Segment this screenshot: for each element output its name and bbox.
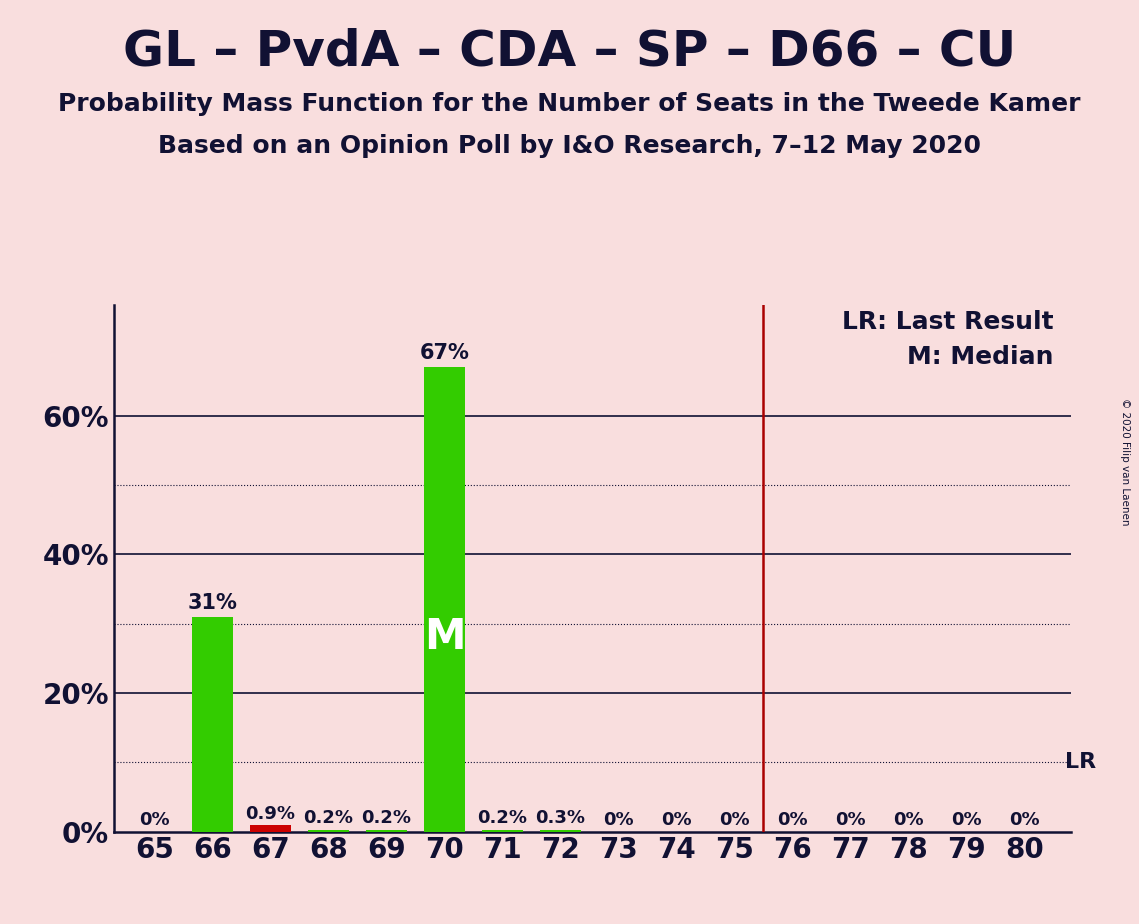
Text: 0%: 0% bbox=[603, 811, 633, 829]
Text: 0.9%: 0.9% bbox=[246, 805, 295, 822]
Text: © 2020 Filip van Laenen: © 2020 Filip van Laenen bbox=[1121, 398, 1130, 526]
Text: 0%: 0% bbox=[835, 811, 866, 829]
Text: LR: LR bbox=[1065, 752, 1096, 772]
Bar bbox=[482, 830, 523, 832]
Bar bbox=[424, 367, 465, 832]
Text: 67%: 67% bbox=[419, 343, 469, 363]
Text: 0%: 0% bbox=[139, 811, 170, 829]
Text: M: M bbox=[424, 615, 465, 658]
Bar bbox=[540, 830, 581, 832]
Text: 0.3%: 0.3% bbox=[535, 808, 585, 827]
Text: LR: Last Result: LR: Last Result bbox=[842, 310, 1054, 334]
Text: Probability Mass Function for the Number of Seats in the Tweede Kamer: Probability Mass Function for the Number… bbox=[58, 92, 1081, 116]
Text: 0%: 0% bbox=[661, 811, 691, 829]
Text: GL – PvdA – CDA – SP – D66 – CU: GL – PvdA – CDA – SP – D66 – CU bbox=[123, 28, 1016, 76]
Text: 0.2%: 0.2% bbox=[361, 809, 411, 828]
Text: 31%: 31% bbox=[188, 592, 237, 613]
Text: 0%: 0% bbox=[951, 811, 982, 829]
Bar bbox=[251, 825, 290, 832]
Text: 0%: 0% bbox=[893, 811, 924, 829]
Text: 0%: 0% bbox=[1009, 811, 1040, 829]
Text: 0.2%: 0.2% bbox=[477, 809, 527, 828]
Text: Based on an Opinion Poll by I&O Research, 7–12 May 2020: Based on an Opinion Poll by I&O Research… bbox=[158, 134, 981, 158]
Bar bbox=[366, 830, 407, 832]
Bar bbox=[309, 830, 349, 832]
Text: M: Median: M: Median bbox=[907, 345, 1054, 369]
Text: 0%: 0% bbox=[777, 811, 808, 829]
Text: 0.2%: 0.2% bbox=[303, 809, 353, 828]
Text: 0%: 0% bbox=[719, 811, 749, 829]
Bar bbox=[192, 617, 232, 832]
